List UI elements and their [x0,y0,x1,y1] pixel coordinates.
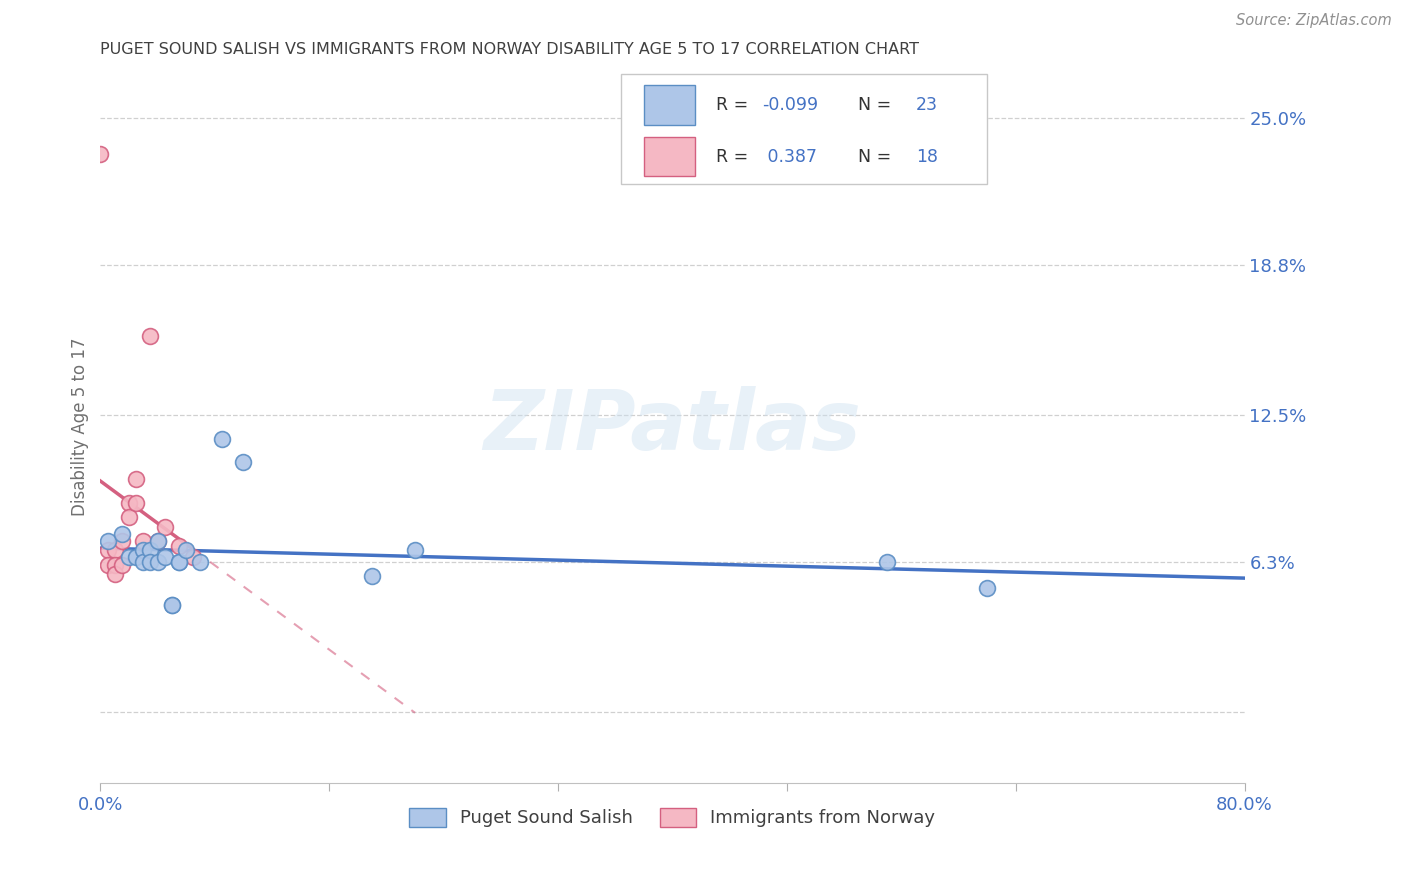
Point [104,543,127,558]
Point [181,550,204,565]
Point [118,496,141,510]
Point [404,543,426,558]
Point [361,569,384,583]
Text: -0.099: -0.099 [762,96,818,114]
Text: Source: ZipAtlas.com: Source: ZipAtlas.com [1236,13,1392,29]
Point [146,533,169,548]
Text: 18: 18 [917,148,938,166]
Point [132,555,155,569]
Point [146,555,169,569]
Point [876,555,898,569]
Point [111,533,134,548]
Point [160,598,183,612]
Point [139,543,162,558]
Point [111,558,134,572]
Point [190,555,212,569]
Point [232,455,254,469]
Point [132,543,155,558]
Point [125,472,148,486]
Point [132,533,155,548]
Point [125,550,148,565]
Point [125,496,148,510]
Point [153,519,176,533]
Point [146,533,169,548]
Point [96,533,118,548]
FancyBboxPatch shape [621,74,987,185]
FancyBboxPatch shape [644,137,696,177]
Point [153,550,176,565]
Point [118,550,141,565]
Text: R =: R = [716,96,754,114]
Text: 23: 23 [917,96,938,114]
Point [139,329,162,343]
Point [118,510,141,524]
Point [174,543,197,558]
Point [167,555,190,569]
Text: 0.387: 0.387 [762,148,817,166]
Point [167,539,190,553]
Point [111,526,134,541]
Point [160,598,183,612]
Point [976,581,998,595]
Text: ZIPatlas: ZIPatlas [484,386,862,467]
Point [104,567,127,582]
Y-axis label: Disability Age 5 to 17: Disability Age 5 to 17 [72,337,89,516]
Text: R =: R = [716,148,754,166]
Legend: Puget Sound Salish, Immigrants from Norway: Puget Sound Salish, Immigrants from Norw… [402,801,942,835]
Text: PUGET SOUND SALISH VS IMMIGRANTS FROM NORWAY DISABILITY AGE 5 TO 17 CORRELATION : PUGET SOUND SALISH VS IMMIGRANTS FROM NO… [100,42,920,57]
Point [104,558,127,572]
Point [139,555,162,569]
Text: N =: N = [848,148,897,166]
Point [96,558,118,572]
FancyBboxPatch shape [644,86,696,125]
Point [89,146,111,161]
Point [211,432,233,446]
Point [96,543,118,558]
Point [167,555,190,569]
Text: N =: N = [848,96,897,114]
